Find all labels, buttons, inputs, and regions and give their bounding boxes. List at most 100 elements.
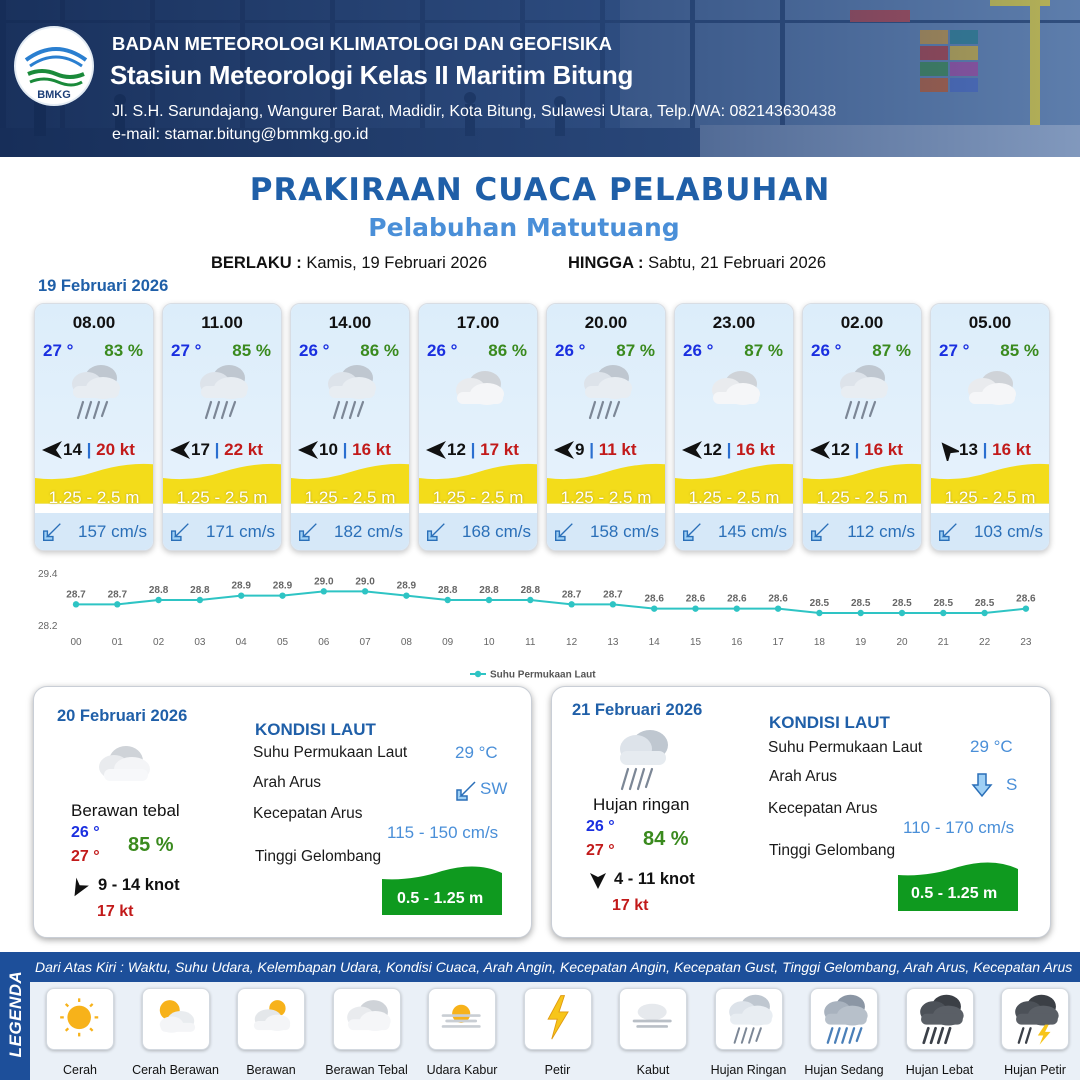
current-direction-arrow-icon	[427, 523, 445, 541]
sst-data-point	[898, 609, 906, 617]
forecast-gust: 11 kt	[598, 440, 637, 459]
day3-temp-min: 26 °	[586, 818, 615, 835]
sst-data-point	[114, 601, 121, 608]
day3-current-dir: S	[1006, 775, 1018, 794]
berawan-icon	[253, 1000, 291, 1031]
legend-item	[714, 988, 783, 1050]
forecast-wind-speed: 12	[703, 440, 722, 459]
forecast-gust: 17 kt	[480, 440, 519, 459]
day2-current-speed-label: Kecepatan Arus	[253, 805, 363, 822]
sst-data-point	[651, 605, 658, 612]
wave-height-graphic	[898, 862, 1018, 911]
logo-text: BMKG	[37, 89, 71, 101]
legend-item-label: Petir	[544, 1063, 571, 1077]
hujan-ringan-icon	[200, 365, 248, 420]
sst-data-label: 28.5	[934, 598, 954, 609]
forecast-wave: 1.25 - 2.5 m	[560, 488, 652, 507]
berawan-tebal-icon	[712, 371, 760, 405]
sst-data-label: 28.6	[727, 594, 747, 605]
wind-direction-arrow-icon	[169, 439, 191, 461]
sst-data-label: 28.5	[975, 598, 995, 609]
x-tick-label: 15	[690, 637, 702, 648]
legend-item-label: Cerah	[62, 1063, 98, 1077]
berawan-tebal-icon	[99, 746, 150, 781]
sst-data-point	[774, 605, 782, 612]
forecast-wind-speed: 12	[447, 440, 466, 459]
forecast-time: 14.00	[328, 313, 372, 332]
day3-sst-value: 29 °C	[970, 737, 1013, 756]
day2-current-dir: SW	[480, 779, 508, 798]
legend-icons: Cerah Cerah Berawan Berawan Berawan Teba…	[30, 982, 1080, 1080]
validity-from-label: BERLAKU :	[211, 254, 302, 272]
station-email[interactable]: e-mail: stamar.bitung@bmmkg.go.id	[112, 126, 369, 143]
day2-wind-speed: 9 - 14 knot	[98, 876, 180, 894]
hujan-ringan-icon	[840, 365, 888, 420]
x-tick-label: 14	[649, 637, 661, 648]
day3-current-dir-label: Arah Arus	[769, 768, 838, 785]
forecast-gust: 16 kt	[992, 440, 1031, 459]
x-tick-label: 05	[277, 637, 289, 648]
legend-item-label: Cerah Berawan	[132, 1063, 219, 1077]
x-tick-label: 11	[525, 637, 536, 648]
forecast-time: 11.00	[201, 313, 243, 332]
legend-item-label: Hujan Lebat	[905, 1063, 974, 1077]
sst-data-label: 28.7	[562, 589, 582, 600]
forecast-wind: 17 | 22 kt	[191, 440, 263, 460]
legend-item	[237, 988, 305, 1050]
forecast-humidity: 85 %	[232, 341, 271, 360]
forecast-card: 20.00 26 ° 87 % 9 | 11 kt 1.25 - 2.5 m 1…	[546, 303, 666, 551]
sst-data-point	[568, 601, 575, 608]
forecast-humidity: 85 %	[1000, 341, 1039, 360]
sst-data-label: 29.0	[314, 576, 334, 587]
sst-data-label: 28.9	[273, 581, 293, 592]
legend-item-label: Hujan Ringan	[710, 1063, 787, 1077]
port-name: Pelabuhan Matutuang	[368, 213, 680, 242]
forecast-temp: 26 °	[683, 341, 714, 360]
forecast-humidity: 87 %	[872, 341, 911, 360]
hujan-petir-icon	[1015, 994, 1059, 1045]
forecast-card: 17.00 26 ° 86 % 12 | 17 kt 1.25 - 2.5 m …	[418, 303, 538, 551]
forecast-current-speed: 103 cm/s	[974, 522, 1043, 541]
forecast-temp: 27 °	[939, 341, 970, 360]
sst-data-point	[361, 588, 369, 595]
x-tick-label: 03	[194, 637, 206, 648]
forecast-gust: 16 kt	[352, 440, 391, 459]
forecast-gust: 22 kt	[224, 440, 263, 459]
current-box	[547, 513, 665, 550]
wind-gust-separator: |	[589, 440, 594, 459]
wave-height-graphic	[931, 463, 1049, 504]
forecast-temp: 27 °	[171, 341, 202, 360]
legend-item	[810, 988, 878, 1050]
forecast-gust: 16 kt	[736, 440, 775, 459]
x-tick-label: 02	[153, 637, 165, 648]
wave-height-graphic	[547, 463, 665, 504]
legend-item-label: Hujan Petir	[1004, 1063, 1066, 1077]
hujan-ringan-icon	[728, 994, 773, 1044]
day3-wind-speed: 4 - 11 knot	[614, 870, 695, 888]
forecast-time: 05.00	[968, 313, 1012, 332]
petir-icon	[546, 995, 569, 1040]
legend-item	[523, 988, 592, 1050]
x-tick-label: 00	[70, 637, 82, 648]
wind-direction-arrow-icon	[553, 439, 575, 461]
legend-item	[141, 988, 210, 1050]
wind-gust-separator: |	[982, 440, 988, 459]
forecast-wind-speed: 14	[63, 440, 82, 459]
x-tick-label: 04	[236, 637, 248, 648]
udara-kabur-icon	[441, 1004, 481, 1028]
legend-item	[428, 988, 496, 1050]
sst-data-label: 28.7	[603, 589, 623, 600]
day1-date: 19 Februari 2026	[38, 277, 169, 295]
wind-direction-arrow-icon	[809, 439, 831, 461]
forecast-current-speed: 171 cm/s	[206, 522, 275, 541]
forecast-time: 17.00	[456, 313, 500, 332]
forecast-temp: 26 °	[555, 341, 586, 360]
sst-data-point	[72, 601, 80, 608]
wind-direction-arrow-icon	[425, 439, 447, 461]
day3-current-speed: 110 - 170 cm/s	[903, 818, 1015, 837]
forecast-wind: 9 | 11 kt	[575, 440, 637, 460]
day2-sst-label: Suhu Permukaan Laut	[253, 744, 408, 761]
wave-height-graphic	[803, 463, 921, 504]
sst-data-point	[609, 601, 617, 608]
sst-line-chart: 29.4 28.2 28.7 00 28.7 01 28.8 02 28.8 03 28.9 04 28…	[38, 569, 1036, 681]
